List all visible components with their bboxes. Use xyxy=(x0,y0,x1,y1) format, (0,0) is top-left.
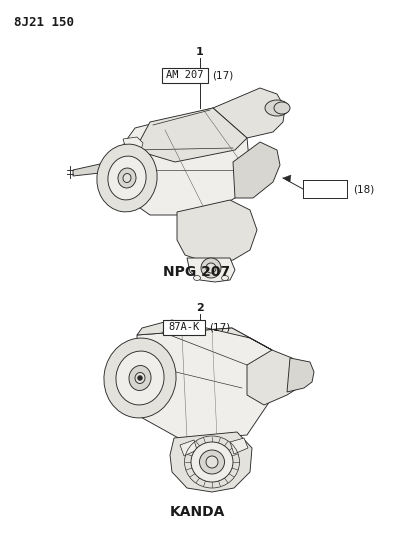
Text: (17): (17) xyxy=(211,70,233,80)
Polygon shape xyxy=(137,320,271,350)
Polygon shape xyxy=(186,258,235,282)
Bar xyxy=(162,68,207,83)
Polygon shape xyxy=(73,164,105,176)
Polygon shape xyxy=(112,362,130,382)
Ellipse shape xyxy=(129,366,151,391)
Text: 1: 1 xyxy=(196,47,203,57)
Polygon shape xyxy=(137,328,273,440)
Polygon shape xyxy=(213,88,284,138)
Polygon shape xyxy=(135,108,246,162)
Ellipse shape xyxy=(97,144,157,212)
Ellipse shape xyxy=(193,276,200,280)
Ellipse shape xyxy=(117,168,136,188)
Ellipse shape xyxy=(205,263,215,273)
Bar xyxy=(302,180,346,198)
Ellipse shape xyxy=(205,456,217,468)
Ellipse shape xyxy=(115,351,164,405)
Text: 2: 2 xyxy=(196,303,203,313)
Polygon shape xyxy=(170,432,251,492)
Bar xyxy=(162,320,205,335)
Ellipse shape xyxy=(264,100,288,116)
Ellipse shape xyxy=(107,156,146,200)
Ellipse shape xyxy=(104,338,176,418)
Text: AM 207: AM 207 xyxy=(166,70,203,80)
Ellipse shape xyxy=(273,102,289,114)
Ellipse shape xyxy=(221,276,228,280)
Polygon shape xyxy=(113,108,249,215)
Ellipse shape xyxy=(137,376,142,381)
Polygon shape xyxy=(180,440,196,456)
Polygon shape xyxy=(229,438,247,454)
Text: NPG 207: NPG 207 xyxy=(163,265,230,279)
Text: KANDA: KANDA xyxy=(169,505,224,519)
Polygon shape xyxy=(176,200,256,262)
Polygon shape xyxy=(246,350,299,405)
Text: 8J21 150: 8J21 150 xyxy=(14,16,74,29)
Polygon shape xyxy=(123,190,143,205)
Ellipse shape xyxy=(199,450,224,474)
Text: (17): (17) xyxy=(209,322,230,333)
Ellipse shape xyxy=(135,373,145,383)
Text: 87A-K: 87A-K xyxy=(168,322,199,333)
Ellipse shape xyxy=(190,442,233,482)
Ellipse shape xyxy=(123,174,131,182)
Text: (18): (18) xyxy=(352,184,373,194)
Polygon shape xyxy=(282,175,290,182)
Polygon shape xyxy=(286,358,313,392)
Ellipse shape xyxy=(200,258,221,278)
Polygon shape xyxy=(233,142,279,198)
Polygon shape xyxy=(123,137,143,152)
